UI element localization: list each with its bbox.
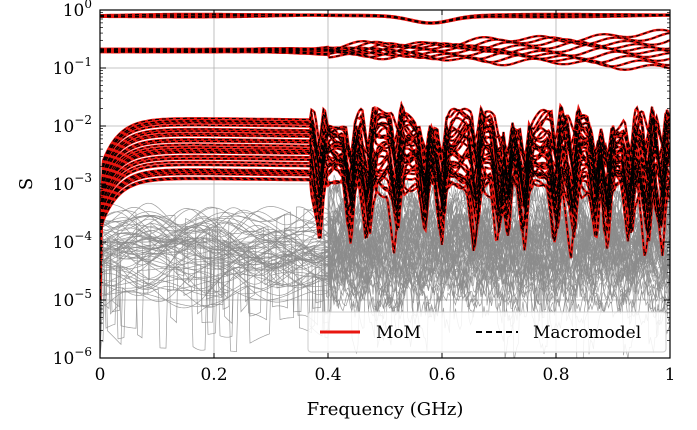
macromodel-curve (100, 125, 670, 301)
macromodel-curve (100, 48, 670, 71)
legend-label-mom: MoM (376, 323, 421, 343)
x-tick-label: 0.6 (428, 365, 455, 385)
macromodel-curve (100, 102, 670, 301)
x-tick-label: 0.2 (200, 365, 227, 385)
macromodel-curve (100, 125, 670, 301)
macromodel-curve (100, 13, 670, 24)
macromodel-curve (100, 157, 670, 301)
legend: MoM Macromodel (307, 311, 667, 353)
macromodel-curve (100, 151, 670, 301)
y-tick-label: 10−4 (53, 229, 93, 253)
y-axis-label: S (16, 178, 37, 190)
y-tick-label: 10−5 (53, 287, 92, 311)
macromodel-curve (100, 14, 670, 24)
macromodel-curve (100, 108, 670, 301)
macromodel-curve (100, 29, 670, 53)
y-tick-label: 10−6 (53, 345, 92, 369)
x-tick-label: 1 (665, 365, 676, 385)
y-tick-label: 10−3 (53, 171, 92, 195)
residual-curve (100, 203, 670, 358)
macromodel-curve (100, 117, 670, 301)
x-tick-label: 0 (95, 365, 106, 385)
macromodel-curve (100, 14, 670, 24)
x-tick-label: 0.8 (542, 365, 569, 385)
residual-curve (100, 178, 670, 358)
residual-curve (100, 208, 670, 358)
macromodel-curve (100, 136, 670, 301)
macromodel-curve (100, 103, 670, 301)
macromodel-curve (100, 107, 670, 301)
x-tick-labels: 0 0.2 0.4 0.6 0.8 1 (95, 365, 676, 385)
residual-curve (100, 217, 670, 358)
residual-curve (100, 182, 670, 358)
macromodel-curve (100, 43, 670, 56)
plot-area (100, 12, 670, 358)
macromodel-curve (100, 127, 670, 301)
macromodel-curve (100, 122, 670, 301)
y-tick-label: 100 (63, 0, 92, 21)
macromodel-curve (100, 116, 670, 301)
residual-curve (100, 201, 670, 358)
x-tick-label: 0.4 (314, 365, 341, 385)
y-tick-label: 10−1 (53, 55, 92, 79)
axis-ticks (99, 9, 671, 359)
y-tick-labels: 10−6 10−5 10−4 10−3 10−2 10−1 100 (53, 0, 93, 369)
macromodel-curve (100, 41, 670, 54)
macromodel-curve (100, 112, 670, 301)
macromodel-curve (100, 154, 670, 301)
legend-label-macromodel: Macromodel (533, 323, 641, 343)
macromodel-curve (100, 146, 670, 301)
macromodel-curve (100, 157, 670, 301)
macromodel-curves (100, 13, 670, 301)
y-tick-label: 10−2 (53, 113, 92, 137)
x-axis-label: Frequency (GHz) (307, 399, 464, 420)
